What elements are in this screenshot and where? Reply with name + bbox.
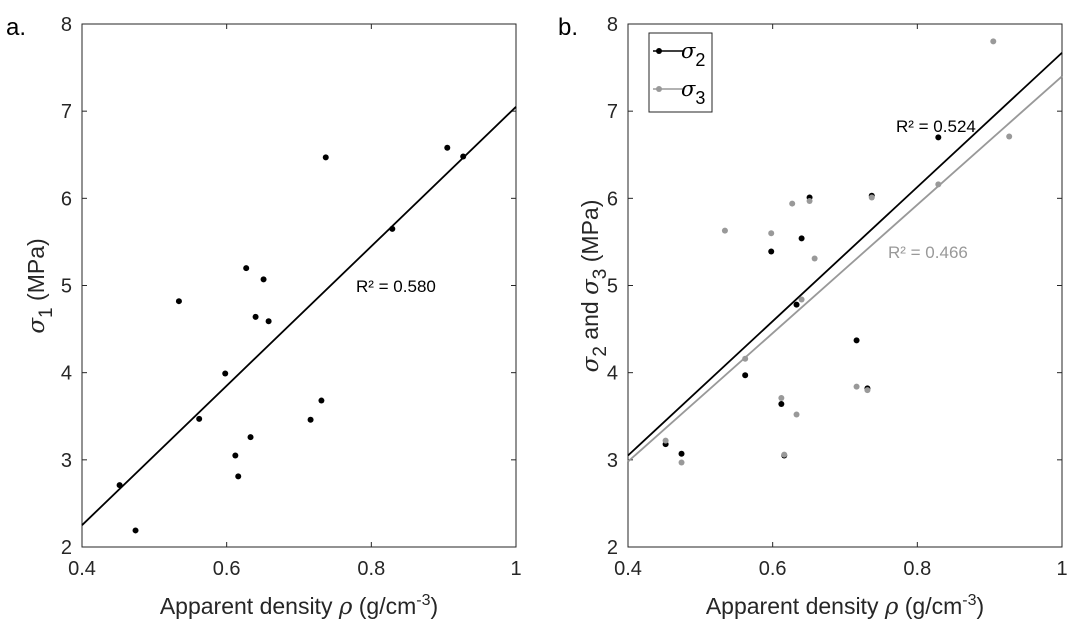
legend-marker-sigma2 [656,48,662,54]
panel-a: a. 0.4 0.6 0.8 1 2 3 4 5 6 7 8 R² = 0.580 Apparent… [6,14,522,620]
data-point [853,337,860,344]
panel-b: b. 0.4 0.6 0.8 1 2 3 4 5 6 7 8 R² = 0.524 R² = 0.4… [558,14,1068,620]
y-tick-label: 6 [607,188,618,210]
panel-b-r2-label-sigma3: R² = 0.466 [888,243,968,262]
panel-b-legend: σ2 σ3 [648,32,713,113]
data-point [116,482,123,489]
data-point [260,276,267,283]
data-point [252,313,259,320]
data-point [444,144,451,151]
legend-label-sigma3: σ3 [681,77,705,108]
y-tick-label: 8 [607,14,618,36]
data-point [196,415,203,422]
data-point [789,200,796,207]
panel-b-y-axis-label: σ2 and σ3 (MPa) [577,200,611,373]
data-point [853,383,860,390]
data-point [307,416,314,423]
y-tick-label: 2 [607,537,618,559]
y-tick-label: 4 [61,363,72,385]
panel-a-points [116,144,467,534]
x-tick-label: 0.8 [903,558,931,580]
data-point [132,527,139,534]
regression-line [627,75,1063,463]
data-point [389,225,396,232]
y-tick-label: 8 [61,14,72,36]
data-point [222,370,229,377]
data-point [678,459,685,466]
x-tick-label: 0.6 [759,558,787,580]
data-point [990,38,997,45]
data-point [793,301,800,308]
x-tick-label: 1 [1056,558,1067,580]
data-point [811,255,818,262]
y-tick-label: 3 [607,450,618,472]
regression-line [81,106,517,526]
x-tick-label: 1 [510,558,521,580]
y-tick-label: 5 [607,276,618,298]
data-point [662,437,669,444]
data-point [935,181,942,188]
legend-label-sigma2: σ2 [681,39,705,70]
data-point [742,372,749,379]
data-point [232,452,239,459]
data-point [265,318,272,325]
data-point [460,153,467,160]
x-tick-label: 0.4 [614,558,642,580]
legend-box [648,32,713,113]
data-point [243,265,250,272]
panel-b-ticks: 0.4 0.6 0.8 1 2 3 4 5 6 7 8 [607,14,1068,580]
data-point [864,387,871,394]
y-tick-label: 7 [61,101,72,123]
y-tick-label: 7 [607,101,618,123]
data-point [778,401,785,408]
data-point [175,298,182,305]
data-point [798,296,805,303]
panel-a-ticks: 0.4 0.6 0.8 1 2 3 4 5 6 7 8 [61,14,522,580]
data-point [678,450,685,457]
y-tick-label: 6 [61,188,72,210]
y-tick-label: 2 [61,537,72,559]
data-point [318,397,325,404]
data-point [806,197,813,204]
panel-a-axes-box [81,23,517,548]
data-point [778,394,785,401]
panel-a-r2-label: R² = 0.580 [356,277,436,296]
data-point [798,235,805,242]
panel-b-points [662,38,1013,466]
data-point [768,230,775,237]
panel-a-y-axis-label: σ1 (MPa) [23,238,57,333]
y-tick-label: 5 [61,276,72,298]
x-tick-label: 0.6 [213,558,241,580]
panel-b-fit-lines [627,52,1063,463]
data-point [721,227,728,234]
data-point [1006,133,1013,140]
x-tick-label: 0.8 [357,558,385,580]
data-point [768,248,775,255]
regression-line [627,52,1063,457]
y-tick-label: 3 [61,450,72,472]
panel-b-r2-label-sigma2: R² = 0.524 [896,117,976,136]
panel-a-x-axis-label: Apparent density ρ (g/cm-3) [160,592,438,620]
data-point [742,355,749,362]
data-point [247,434,254,441]
x-tick-label: 0.4 [68,558,96,580]
data-point [781,451,788,458]
data-point [868,194,875,201]
panel-b-label: b. [558,14,578,41]
data-point [935,134,942,141]
data-point [235,473,242,480]
panel-a-fit-lines [81,106,517,526]
panel-b-x-axis-label: Apparent density ρ (g/cm-3) [706,592,984,620]
y-tick-label: 4 [607,363,618,385]
panel-a-label: a. [6,14,26,41]
data-point [793,411,800,418]
legend-marker-sigma3 [656,86,662,92]
data-point [322,154,329,161]
